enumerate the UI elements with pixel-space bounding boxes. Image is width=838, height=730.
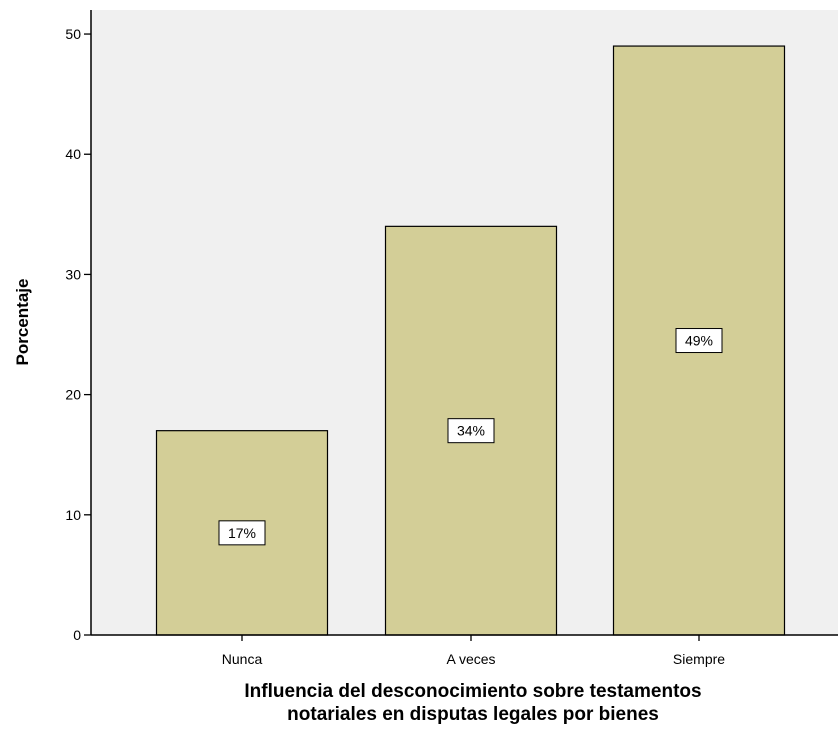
data-label: 49% bbox=[685, 333, 713, 349]
y-tick-label: 10 bbox=[65, 507, 81, 523]
y-axis-label: Porcentaje bbox=[13, 279, 32, 366]
x-axis-label-line-1: Influencia del desconocimiento sobre tes… bbox=[244, 681, 701, 702]
bars: 17% 34% 49% bbox=[155, 45, 786, 636]
y-tick-label: 30 bbox=[65, 266, 81, 282]
y-tick-label: 20 bbox=[65, 387, 81, 403]
data-label-box bbox=[447, 418, 495, 444]
y-tick-label: 0 bbox=[73, 627, 81, 643]
data-label-box bbox=[675, 328, 723, 354]
y-tick-label: 50 bbox=[65, 26, 81, 42]
y-axis-ticks: 0 10 20 30 40 50 bbox=[65, 26, 91, 643]
bar-nunca bbox=[155, 430, 329, 636]
x-axis-label-line-2: notariales en disputas legales por biene… bbox=[287, 704, 659, 725]
x-tick-label: Siempre bbox=[673, 651, 725, 667]
x-axis-ticks: Nunca A veces Siempre bbox=[222, 635, 725, 667]
x-tick-label: A veces bbox=[446, 651, 495, 667]
y-tick-label: 40 bbox=[65, 146, 81, 162]
data-label: 17% bbox=[228, 525, 256, 541]
data-label: 34% bbox=[457, 423, 485, 439]
x-tick-label: Nunca bbox=[222, 651, 263, 667]
data-label-box bbox=[218, 520, 266, 546]
